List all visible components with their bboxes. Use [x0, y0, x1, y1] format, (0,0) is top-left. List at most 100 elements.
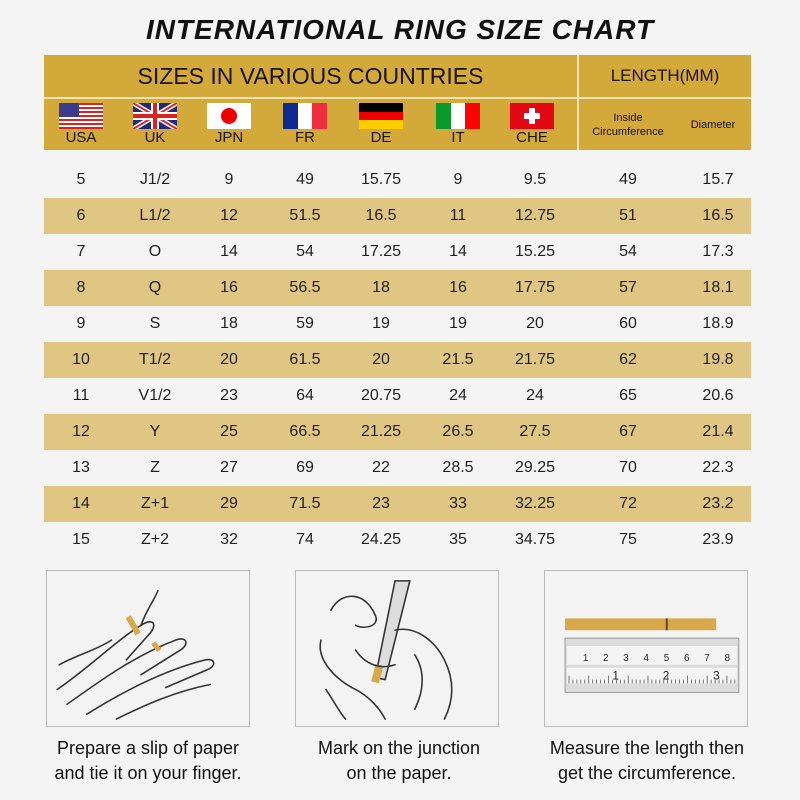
cell-jpn: 16	[220, 279, 238, 296]
ruler-label: 1	[612, 669, 619, 683]
cell-it: 14	[449, 243, 467, 260]
cell-diameter: 18.9	[702, 315, 734, 332]
cell-inside-circumference: 62	[619, 351, 637, 368]
cell-jpn: 18	[220, 315, 238, 332]
cell-che: 15.25	[514, 243, 556, 260]
cell-inside-circumference: 67	[619, 423, 637, 440]
cell-fr: 61.5	[289, 351, 321, 368]
cell-usa: 6	[76, 207, 86, 224]
cell-che: 34.75	[514, 531, 556, 548]
cell-inside-circumference: 60	[619, 315, 637, 332]
cell-inside-circumference: 49	[619, 171, 637, 188]
country-label: CHE	[516, 129, 548, 146]
cell-uk: Z+1	[140, 495, 169, 512]
caption-line: on the paper.	[346, 763, 452, 783]
inside-circumference-header: Inside Circumference	[592, 111, 664, 138]
cell-de: 20.75	[360, 387, 402, 404]
cell-fr: 69	[296, 459, 314, 476]
cell-usa: 14	[72, 495, 90, 512]
ruler-label: 1	[583, 653, 588, 664]
country-jpn: JPN	[207, 103, 251, 146]
cell-jpn: 23	[220, 387, 238, 404]
country-label: IT	[451, 129, 465, 146]
cell-jpn: 12	[220, 207, 238, 224]
divider	[44, 97, 751, 99]
cell-uk: L1/2	[139, 207, 171, 224]
cell-che: 20	[526, 315, 544, 332]
cell-uk: S	[149, 315, 161, 332]
cell-diameter: 22.3	[702, 459, 734, 476]
cell-de: 21.25	[360, 423, 402, 440]
ruler-label: 3	[623, 653, 629, 664]
caption-line: Measure the length then	[549, 738, 745, 758]
cell-de: 23	[372, 495, 390, 512]
cell-inside-circumference: 65	[619, 387, 637, 404]
caption-line: and tie it on your finger.	[54, 763, 242, 783]
cell-it: 35	[449, 531, 467, 548]
step-2-caption: Mark on the junction on the paper.	[269, 736, 529, 786]
cell-che: 9.5	[523, 171, 547, 188]
cell-de: 24.25	[360, 531, 402, 548]
cell-fr: 56.5	[289, 279, 321, 296]
table-header: SIZES IN VARIOUS COUNTRIES LENGTH(MM) US…	[44, 55, 751, 150]
cell-usa: 13	[72, 459, 90, 476]
france-flag-icon	[283, 103, 327, 129]
cell-de: 20	[372, 351, 390, 368]
country-label: UK	[144, 129, 166, 146]
cell-fr: 59	[296, 315, 314, 332]
cell-usa: 8	[76, 279, 86, 296]
cell-uk: Q	[148, 279, 162, 296]
cell-uk: O	[148, 243, 162, 260]
cell-fr: 54	[296, 243, 314, 260]
cell-fr: 66.5	[289, 423, 321, 440]
cell-che: 24	[526, 387, 544, 404]
table-row: 9 S 18 59 19 19 20 60 18.9	[44, 306, 751, 342]
country-che: CHE	[510, 103, 554, 146]
italy-flag-icon	[436, 103, 480, 129]
table-row: 14 Z+1 29 71.5 23 33 32.25 72 23.2	[44, 486, 751, 522]
ruler-label: 2	[603, 653, 608, 664]
uk-flag-icon	[133, 103, 177, 129]
countries-header: SIZES IN VARIOUS COUNTRIES	[137, 63, 484, 89]
cell-che: 17.75	[514, 279, 556, 296]
table-row: 12 Y 25 66.5 21.25 26.5 27.5 67 21.4	[44, 414, 751, 450]
ruler-label: 6	[684, 653, 690, 664]
cell-uk: Z	[150, 459, 160, 476]
germany-flag-icon	[359, 103, 403, 129]
hand-with-paper-icon	[56, 589, 215, 720]
step-1-illustration	[46, 570, 250, 727]
table-row: 13 Z 27 69 22 28.5 29.25 70 22.3	[44, 450, 751, 486]
cell-usa: 12	[72, 423, 90, 440]
cell-usa: 10	[72, 351, 90, 368]
cell-uk: Z+2	[140, 531, 169, 548]
cell-it: 16	[449, 279, 467, 296]
country-it: IT	[436, 103, 480, 146]
country-label: JPN	[214, 129, 244, 146]
ruler-label: 8	[724, 653, 730, 664]
cell-fr: 74	[296, 531, 314, 548]
cell-inside-circumference: 72	[619, 495, 637, 512]
cell-diameter: 19.8	[702, 351, 734, 368]
cell-de: 16.5	[365, 207, 397, 224]
step-1-caption: Prepare a slip of paper and tie it on yo…	[18, 736, 278, 786]
cell-it: 21.5	[442, 351, 474, 368]
cell-fr: 49	[296, 171, 314, 188]
cell-diameter: 16.5	[702, 207, 734, 224]
cell-de: 19	[372, 315, 390, 332]
cell-inside-circumference: 51	[619, 207, 637, 224]
cell-diameter: 23.9	[702, 531, 734, 548]
country-usa: USA	[59, 103, 103, 146]
cell-inside-circumference: 57	[619, 279, 637, 296]
ruler-label: 5	[664, 653, 670, 664]
country-label: FR	[295, 129, 315, 146]
table-row: 5 J1/2 9 49 15.75 9 9.5 49 15.7	[44, 162, 751, 198]
cell-uk: T1/2	[138, 351, 171, 368]
cell-uk: J1/2	[139, 171, 171, 188]
cell-usa: 9	[76, 315, 86, 332]
cell-inside-circumference: 54	[619, 243, 637, 260]
cell-jpn: 14	[220, 243, 238, 260]
cell-de: 17.25	[360, 243, 402, 260]
